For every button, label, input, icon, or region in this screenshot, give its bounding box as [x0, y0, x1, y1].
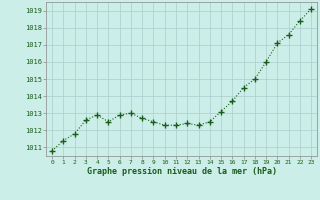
X-axis label: Graphe pression niveau de la mer (hPa): Graphe pression niveau de la mer (hPa) [87, 167, 276, 176]
